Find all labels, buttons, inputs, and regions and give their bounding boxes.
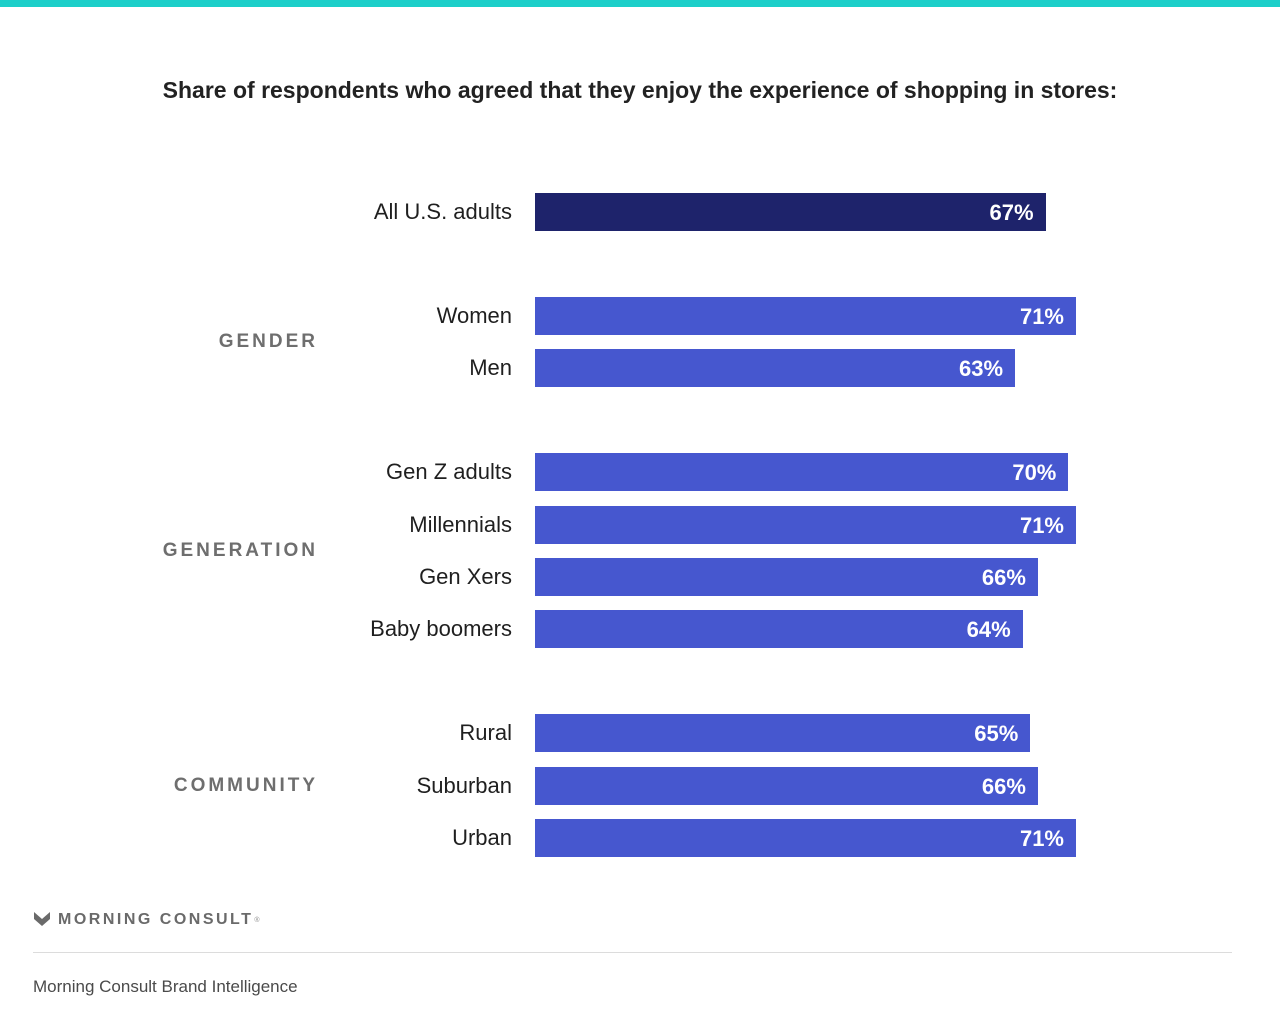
bar: 66% — [535, 767, 1038, 805]
category-label: Gen Z adults — [386, 459, 512, 484]
category-label: Millennials — [409, 512, 512, 537]
morning-consult-chevron-icon — [34, 912, 50, 926]
brand-trademark: ® — [254, 916, 260, 924]
brand-name: MORNING CONSULT — [58, 911, 254, 928]
category-label: Baby boomers — [370, 616, 512, 641]
source-note: Morning Consult Brand Intelligence — [33, 977, 298, 996]
category-label: Suburban — [416, 773, 512, 798]
category-label: Men — [469, 355, 512, 380]
brand-logo: MORNING CONSULT ® — [33, 908, 260, 932]
bar: 67% — [535, 193, 1046, 231]
chart-title: Share of respondents who agreed that the… — [162, 77, 1118, 103]
category-label: Urban — [452, 825, 512, 850]
category-label: Women — [436, 303, 512, 328]
bar-value-label: 66% — [981, 565, 1026, 590]
bar: 71% — [535, 506, 1076, 544]
group-label: GENDER — [218, 331, 318, 352]
group-label: COMMUNITY — [173, 774, 318, 796]
bar-value-label: 70% — [1012, 460, 1057, 485]
bar-value-label: 64% — [966, 617, 1011, 642]
bar: 71% — [535, 819, 1076, 857]
bar: 63% — [535, 349, 1016, 387]
bar-value-label: 71% — [1019, 304, 1064, 329]
bar-value-label: 71% — [1019, 826, 1064, 851]
category-label: All U.S. adults — [373, 199, 512, 224]
bar-value-label: 65% — [974, 721, 1019, 746]
group-label: GENERATION — [162, 539, 318, 561]
footer-divider — [33, 952, 1232, 953]
bar: 66% — [535, 558, 1038, 596]
bar-value-label: 63% — [958, 356, 1004, 381]
category-label: Gen Xers — [419, 564, 512, 589]
category-label: Rural — [459, 720, 512, 745]
bar: 65% — [535, 714, 1031, 752]
bar-value-label: 66% — [981, 774, 1026, 799]
bar-value-label: 71% — [1019, 513, 1064, 538]
top-accent-stripe — [0, 0, 1280, 7]
bar: 64% — [535, 610, 1023, 648]
bar-value-label: 67% — [989, 200, 1034, 225]
bar: 70% — [535, 453, 1069, 491]
bar: 71% — [535, 297, 1076, 335]
